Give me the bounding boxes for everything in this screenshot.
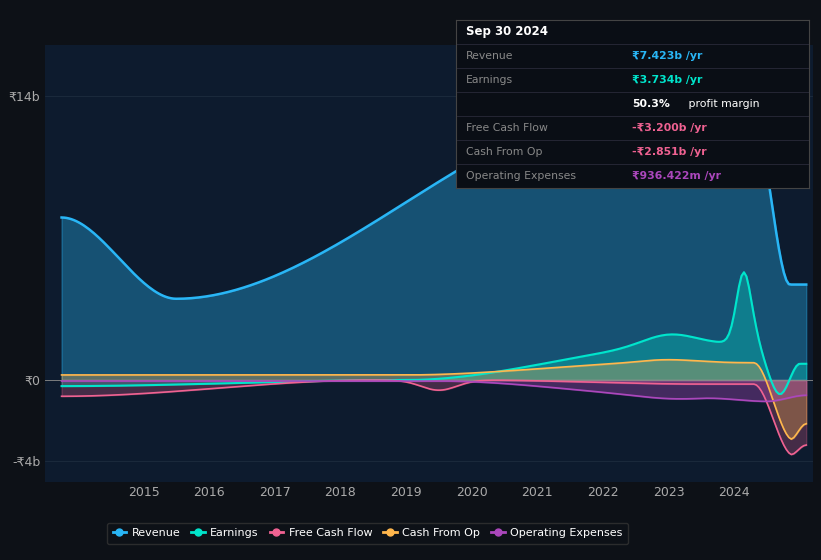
Text: Earnings: Earnings bbox=[466, 74, 513, 85]
Text: -₹2.851b /yr: -₹2.851b /yr bbox=[632, 147, 707, 157]
Text: Operating Expenses: Operating Expenses bbox=[466, 171, 576, 180]
Text: ₹936.422m /yr: ₹936.422m /yr bbox=[632, 171, 721, 180]
Text: -₹3.200b /yr: -₹3.200b /yr bbox=[632, 123, 707, 133]
Text: 50.3%: 50.3% bbox=[632, 99, 670, 109]
Legend: Revenue, Earnings, Free Cash Flow, Cash From Op, Operating Expenses: Revenue, Earnings, Free Cash Flow, Cash … bbox=[107, 522, 628, 544]
Text: ₹3.734b /yr: ₹3.734b /yr bbox=[632, 74, 703, 85]
Text: Cash From Op: Cash From Op bbox=[466, 147, 543, 157]
Text: profit margin: profit margin bbox=[686, 99, 759, 109]
Text: ₹7.423b /yr: ₹7.423b /yr bbox=[632, 50, 703, 60]
Text: Free Cash Flow: Free Cash Flow bbox=[466, 123, 548, 133]
Text: Revenue: Revenue bbox=[466, 50, 514, 60]
Text: Sep 30 2024: Sep 30 2024 bbox=[466, 25, 548, 38]
